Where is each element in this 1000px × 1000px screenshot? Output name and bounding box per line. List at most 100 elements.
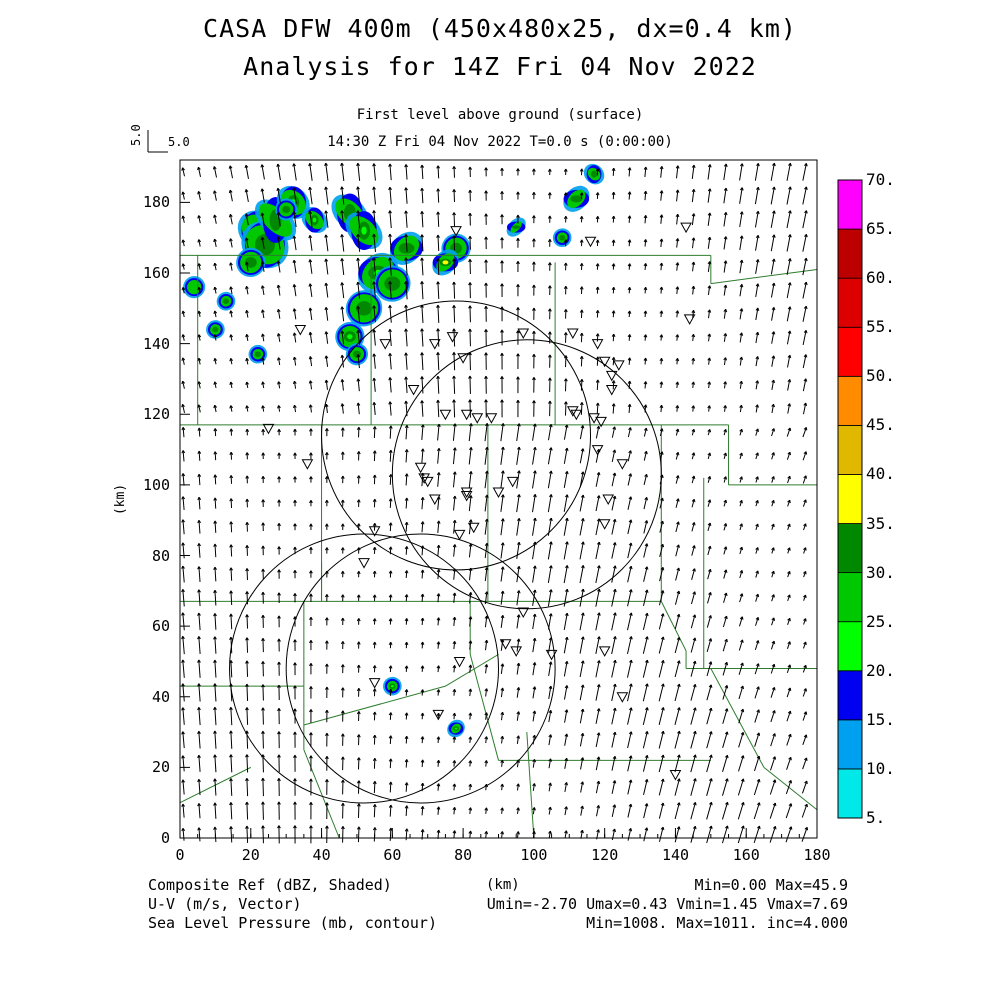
wind-vector <box>563 636 569 654</box>
wind-vector <box>595 588 601 607</box>
wind-vector <box>707 522 712 531</box>
wind-vector <box>372 804 377 818</box>
wind-vector <box>197 239 202 247</box>
wind-vector <box>277 381 281 389</box>
wind-vector <box>213 262 217 271</box>
wind-vector <box>770 282 776 298</box>
wind-vector <box>213 730 217 749</box>
wind-vector <box>548 377 552 392</box>
wind-vector <box>325 428 329 437</box>
wind-vector <box>452 783 457 791</box>
wind-vector <box>532 307 536 320</box>
wind-vector <box>484 712 489 720</box>
wind-vector <box>197 286 202 294</box>
wind-vector <box>325 779 329 795</box>
wind-vector <box>787 475 791 484</box>
wind-vector <box>707 381 712 389</box>
colorbar-segment <box>837 228 863 279</box>
wind-vector <box>706 707 713 725</box>
wind-vector <box>658 826 665 842</box>
wind-vector <box>324 306 329 321</box>
wind-vector <box>690 801 697 820</box>
wind-vector <box>643 334 648 341</box>
wind-vector <box>244 189 249 203</box>
wind-vector <box>357 826 361 843</box>
county-boundary <box>763 766 818 811</box>
wind-vector <box>516 590 521 606</box>
wind-vector <box>690 591 696 605</box>
wind-vector <box>484 352 488 370</box>
wind-vector <box>261 661 265 677</box>
wind-vector <box>229 544 234 557</box>
wind-vector <box>245 754 249 773</box>
wind-vector <box>707 499 712 507</box>
wind-vector <box>563 517 569 536</box>
wind-vector <box>452 258 456 275</box>
wind-vector <box>356 499 361 507</box>
wind-vector <box>484 236 488 250</box>
wind-vector <box>659 428 664 437</box>
station-marker <box>460 409 473 421</box>
wind-vector <box>372 498 377 508</box>
wind-vector <box>770 186 776 205</box>
wind-vector <box>372 257 376 276</box>
wind-vector <box>388 827 393 841</box>
wind-vector <box>563 168 568 176</box>
wind-vector <box>452 641 457 650</box>
wind-vector <box>707 429 712 436</box>
wind-vector <box>420 164 425 180</box>
wind-vector <box>564 782 569 792</box>
wind-vector <box>738 616 744 627</box>
wind-vector <box>404 594 409 602</box>
wind-vector <box>786 427 792 437</box>
wind-vector <box>770 756 777 771</box>
wind-vector <box>755 476 759 483</box>
station-marker <box>566 406 579 417</box>
wind-vector <box>723 357 728 366</box>
colorbar-label: 45. <box>866 415 895 435</box>
colorbar-segment <box>837 424 863 475</box>
wind-vector <box>564 709 569 723</box>
wind-vector <box>723 405 727 412</box>
station-marker <box>588 413 600 424</box>
wind-vector <box>786 710 792 722</box>
wind-vector <box>786 664 792 674</box>
wind-vector <box>627 357 632 365</box>
wind-vector <box>420 593 425 602</box>
wind-vector <box>707 592 712 604</box>
wind-vector <box>245 683 249 701</box>
wind-vector <box>293 801 297 820</box>
wind-vector <box>627 427 632 438</box>
wind-vector <box>611 804 617 817</box>
wind-vector <box>643 357 648 365</box>
wind-vector <box>595 379 600 391</box>
wind-vector <box>690 707 697 725</box>
wind-vector <box>548 758 553 769</box>
wind-vector <box>420 352 424 371</box>
wind-vector <box>309 755 313 772</box>
wind-vector <box>388 210 392 229</box>
wind-vector <box>706 801 713 820</box>
wind-vector <box>563 285 568 295</box>
wind-vector <box>627 167 632 177</box>
colorbar-label: 20. <box>866 660 895 680</box>
wind-vector <box>658 636 665 654</box>
wind-vector <box>404 304 408 323</box>
wind-vector <box>293 593 297 603</box>
wind-vector <box>356 570 361 578</box>
wind-vector <box>643 566 649 582</box>
wind-vector <box>484 664 489 674</box>
wind-vector <box>643 190 648 201</box>
wind-vector <box>309 778 313 796</box>
wind-vector <box>372 377 377 392</box>
wind-vector <box>595 495 601 512</box>
wind-vector <box>722 615 728 628</box>
wind-vector <box>452 281 456 299</box>
wind-vector <box>532 191 536 200</box>
wind-vector <box>420 187 424 204</box>
wind-vector <box>579 309 584 319</box>
wind-vector <box>691 568 696 580</box>
wind-vector <box>181 519 185 535</box>
vector-ref-horizontal-label: 5.0 <box>168 135 190 149</box>
wind-vector <box>547 262 552 271</box>
